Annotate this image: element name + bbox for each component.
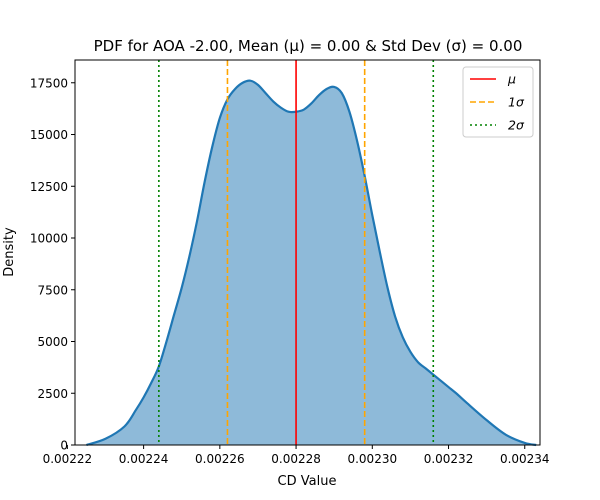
x-axis-title: CD Value [278,474,337,489]
x-tick-label: 0.00224 [119,452,169,466]
legend-label: μ [507,72,516,87]
y-tick-label: 10000 [30,232,68,246]
legend: μ 1σ 2σ [462,66,534,138]
chart-title: PDF for AOA -2.00, Mean (μ) = 0.00 & Std… [94,37,523,55]
x-tick-label: 0.00232 [424,452,474,466]
y-axis-title: Density [2,227,17,277]
y-tick-label: 17500 [30,76,68,90]
x-tick-label: 0.00230 [347,452,397,466]
axes-frame [74,59,541,446]
legend-box [462,66,534,138]
x-tick-label: 0.00222 [43,452,93,466]
y-tick-label: 2500 [37,387,68,401]
x-tick-label: 0.00226 [195,452,245,466]
legend-label: 2σ [508,118,525,133]
density-line-0 [86,79,537,447]
density-area-0 [86,80,537,446]
x-tick-label: 0.00234 [500,452,550,466]
y-tick-label: 5000 [37,335,68,349]
x-axis: 0.00222 0.00224 0.00226 0.00228 0.00230 0.002… [43,445,550,466]
y-tick-label: 0 [60,439,68,453]
y-tick-label: 15000 [30,128,68,142]
y-axis: 0 2500 5000 7500 10000 12500 15000 17500 [30,76,75,453]
x-tick-label: 0.00228 [271,452,321,466]
plot-area [86,60,537,447]
legend-label: 1σ [508,95,525,110]
y-tick-label: 7500 [37,283,68,297]
y-tick-label: 12500 [30,180,68,194]
